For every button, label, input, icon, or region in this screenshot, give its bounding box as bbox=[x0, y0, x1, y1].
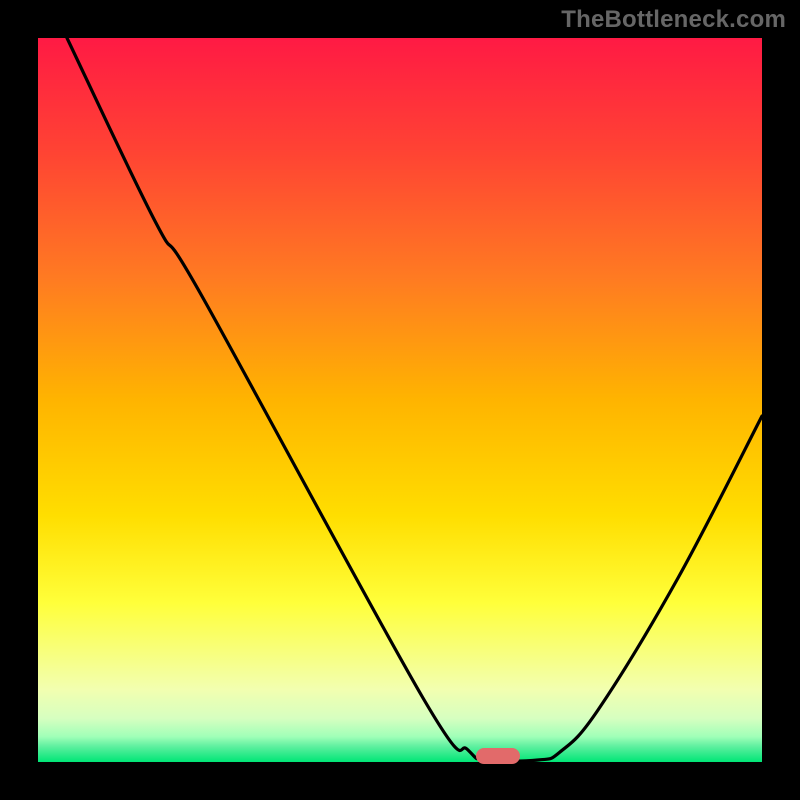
optimum-marker bbox=[476, 748, 520, 764]
watermark-text: TheBottleneck.com bbox=[561, 6, 786, 34]
bottleneck-curve bbox=[67, 38, 762, 761]
curve-svg bbox=[38, 38, 762, 762]
chart-frame: TheBottleneck.com bbox=[0, 0, 800, 800]
plot-area bbox=[38, 38, 762, 762]
